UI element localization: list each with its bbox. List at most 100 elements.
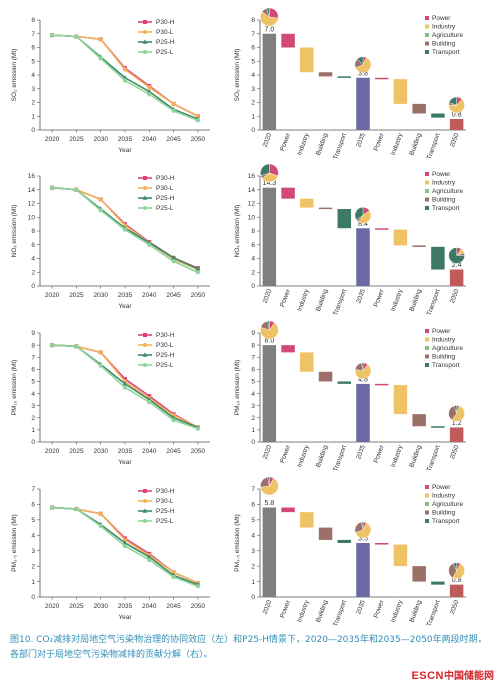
pie-slice xyxy=(354,207,364,221)
legend-swatch-industry xyxy=(425,24,429,29)
data-label-2050: 2.4 xyxy=(452,262,462,269)
y-tick-label: 2 xyxy=(31,100,35,107)
x-tick-label: 2050 xyxy=(449,599,461,615)
legend-swatch-building xyxy=(425,197,429,202)
x-tick-label: Industry xyxy=(296,132,311,157)
y-tick-label: 3 xyxy=(31,548,35,555)
change-bar-industry xyxy=(393,79,408,104)
y-axis-label: NOₓ emission (Mt) xyxy=(234,205,241,258)
legend-label: P30-L xyxy=(156,185,174,192)
y-tick-label: 8 xyxy=(31,17,35,24)
x-tick-label: 2050 xyxy=(449,288,461,304)
y-tick-label: 8 xyxy=(31,228,35,235)
logo-cn: 中国储能网 xyxy=(444,671,494,682)
data-point xyxy=(98,350,103,355)
legend-marker xyxy=(143,30,147,34)
x-tick-label: 2025 xyxy=(69,136,84,143)
legend-swatch-building xyxy=(425,41,429,46)
data-point xyxy=(74,34,79,39)
y-tick-label: 0 xyxy=(251,594,255,601)
y-axis-label: SO₂ emission (Mt) xyxy=(234,49,241,102)
legend-label: Transport xyxy=(432,362,460,369)
data-point xyxy=(147,85,152,90)
y-tick-label: 4 xyxy=(31,391,35,398)
data-label-2035: 4.8 xyxy=(358,376,368,383)
legend-label: P30-L xyxy=(156,498,174,505)
change-bar-transport xyxy=(431,426,445,428)
data-point xyxy=(171,101,176,106)
legend-label: Transport xyxy=(432,49,460,56)
legend-label: P30-L xyxy=(156,342,174,349)
change-bar-transport xyxy=(337,209,352,229)
pie-slice xyxy=(361,362,364,371)
data-point xyxy=(98,363,103,368)
legend-label: P30-H xyxy=(156,332,175,339)
y-axis-label: PM₁₀ emission (Mt) xyxy=(11,360,18,415)
total-bar-2050 xyxy=(449,269,464,286)
pie-slice xyxy=(451,405,465,422)
y-tick-label: 4 xyxy=(251,72,255,79)
data-point xyxy=(171,418,176,423)
y-axis-label: PM₂.₅ emission (Mt) xyxy=(234,514,241,572)
data-point xyxy=(171,259,176,264)
legend-swatch-industry xyxy=(425,493,429,498)
legend-label: Power xyxy=(432,171,451,178)
y-tick-label: 16 xyxy=(248,173,256,180)
data-point xyxy=(146,88,152,94)
y-tick-label: 7 xyxy=(31,354,35,361)
legend-swatch-agriculture xyxy=(425,346,429,350)
data-point xyxy=(195,426,200,431)
y-tick-label: 3 xyxy=(251,86,255,93)
data-point xyxy=(195,114,200,119)
legend-swatch-power xyxy=(425,485,429,489)
legend-label: P30-H xyxy=(156,175,175,182)
data-label-2050: 1.2 xyxy=(452,420,462,427)
y-tick-label: 16 xyxy=(28,173,36,180)
y-tick-label: 0 xyxy=(31,283,35,290)
x-tick-label: 2035 xyxy=(118,448,133,455)
x-tick-label: 2035 xyxy=(355,288,367,304)
x-tick-label: 2045 xyxy=(166,292,181,299)
x-tick-label: 2030 xyxy=(93,136,108,143)
x-tick-label: 2035 xyxy=(355,444,367,460)
y-tick-label: 4 xyxy=(251,532,255,539)
pie-slice xyxy=(448,96,457,106)
pie-slice xyxy=(354,364,372,380)
legend-swatch-industry xyxy=(425,337,429,342)
x-tick-label: Transport xyxy=(426,132,442,160)
y-tick-label: 14 xyxy=(248,187,256,194)
change-bar-building xyxy=(318,371,333,382)
legend-label: Building xyxy=(432,197,456,204)
x-tick-label: Transport xyxy=(332,132,348,160)
x-tick-label: Industry xyxy=(296,599,311,624)
logo-latin: ESCN xyxy=(411,670,444,682)
data-point xyxy=(74,187,79,192)
y-tick-label: 4 xyxy=(251,391,255,398)
x-tick-label: Transport xyxy=(426,599,442,627)
x-tick-label: Industry xyxy=(390,132,405,157)
x-tick-label: 2020 xyxy=(45,603,60,610)
data-point xyxy=(122,227,128,232)
change-bar-industry xyxy=(393,544,408,567)
change-bar-industry xyxy=(300,198,314,208)
pie-slice xyxy=(266,7,270,18)
legend-label: P25-H xyxy=(156,195,175,202)
x-tick-label: Industry xyxy=(390,444,405,469)
legend-label: P25-L xyxy=(156,362,174,369)
y-tick-label: 6 xyxy=(31,242,35,249)
x-tick-label: 2050 xyxy=(191,136,206,143)
legend-label: P25-H xyxy=(156,352,175,359)
y-tick-label: 5 xyxy=(31,379,35,386)
change-bar-power xyxy=(281,345,295,353)
legend-label: Industry xyxy=(432,24,456,31)
x-tick-label: Power xyxy=(373,599,386,619)
change-bar-industry xyxy=(300,512,314,528)
x-tick-label: 2030 xyxy=(93,448,108,455)
data-point xyxy=(122,381,128,386)
data-point xyxy=(147,92,152,97)
legend-marker xyxy=(143,186,147,190)
legend-label: P25-L xyxy=(156,205,174,212)
x-tick-label: Industry xyxy=(390,288,405,313)
legend-swatch-power xyxy=(425,329,429,333)
